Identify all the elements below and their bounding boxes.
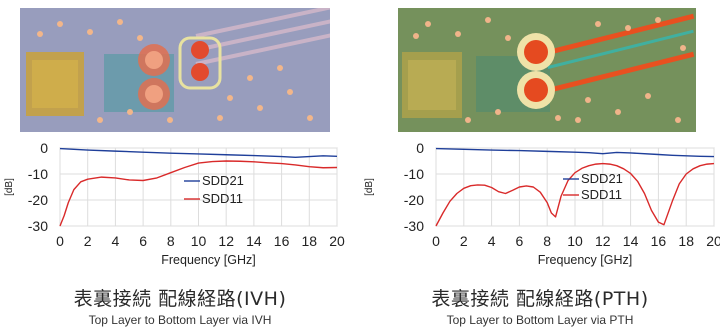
x-tick-label: 18 <box>302 233 318 249</box>
pcb-via-bottom <box>524 78 548 102</box>
pcb-via-top <box>524 40 548 64</box>
pcb-via-ring-1 <box>145 51 163 69</box>
panel-ivh: 0 -10 -20 -30 0 2 4 6 8 10 12 14 16 18 20 [dB] Frequency… <box>4 8 345 327</box>
x-tick-label: 10 <box>567 233 583 249</box>
y-axis-label: [dB] <box>4 178 15 196</box>
x-tick-label: 6 <box>516 233 524 249</box>
x-axis-label: Frequency [GHz] <box>161 253 255 267</box>
panel-title-en: Top Layer to Bottom Layer via IVH <box>88 313 272 327</box>
x-axis-label: Frequency [GHz] <box>538 253 632 267</box>
series-line-sdd11 <box>435 162 715 227</box>
x-tick-label: 16 <box>274 233 290 249</box>
pcb-dots <box>413 17 686 123</box>
pcb-trace-3 <box>195 32 330 66</box>
legend-label-sdd21: SDD21 <box>202 173 244 188</box>
series-line-sdd21 <box>59 147 338 159</box>
pcb-via-frame <box>178 36 222 90</box>
y-tick-label: -30 <box>404 218 424 234</box>
x-tick-label: 12 <box>595 233 611 249</box>
y-tick-label: 0 <box>40 140 48 156</box>
x-tick-label: 12 <box>218 233 234 249</box>
series-line-sdd21 <box>435 147 715 158</box>
pcb-via-ring-2 <box>145 85 163 103</box>
panel-title-en: Top Layer to Bottom Layer via PTH <box>446 313 634 327</box>
x-tick-label: 2 <box>84 233 92 249</box>
pcb-via-bottom <box>191 63 209 81</box>
pcb-dots <box>37 19 313 123</box>
x-tick-label: 2 <box>460 233 468 249</box>
pcb-via-top <box>191 41 209 59</box>
x-tick-label: 0 <box>432 233 440 249</box>
x-tick-label: 16 <box>651 233 667 249</box>
y-tick-label: 0 <box>416 140 424 156</box>
y-tick-label: -10 <box>404 166 424 182</box>
x-tick-label: 14 <box>246 233 262 249</box>
panel-pth: 0 -10 -20 -30 0 2 4 6 8 10 12 14 16 18 20 [dB] Frequency… <box>360 0 720 332</box>
pcb-pad-block-inner <box>32 60 78 108</box>
y-tick-label: -30 <box>28 218 48 234</box>
panel-title-jp: 表裏接続 配線経路(PTH) <box>431 288 649 310</box>
x-tick-label: 4 <box>112 233 120 249</box>
chart-pth: 0 -10 -20 -30 0 2 4 6 8 10 12 14 16 18 20 [dB] Frequency… <box>364 140 720 267</box>
y-axis-label: [dB] <box>364 178 375 196</box>
x-tick-label: 10 <box>191 233 207 249</box>
pcb-image-pth <box>398 8 696 132</box>
y-tick-label: -10 <box>28 166 48 182</box>
legend-label-sdd21: SDD21 <box>581 171 623 186</box>
x-tick-label: 20 <box>329 233 345 249</box>
pcb-image-ivh <box>20 8 330 132</box>
pcb-trace-1 <box>547 13 695 55</box>
x-tick-label: 8 <box>543 233 551 249</box>
series-line-sdd11 <box>59 160 338 227</box>
pcb-trace-2 <box>547 51 695 93</box>
x-tick-label: 6 <box>139 233 147 249</box>
x-tick-label: 0 <box>56 233 64 249</box>
x-tick-label: 14 <box>623 233 639 249</box>
pcb-pad-block-inner <box>408 60 456 110</box>
x-tick-label: 20 <box>706 233 720 249</box>
pcb-trace-2 <box>195 18 330 52</box>
chart-ivh: 0 -10 -20 -30 0 2 4 6 8 10 12 14 16 18 20 [dB] Frequency… <box>4 140 345 267</box>
x-tick-label: 8 <box>167 233 175 249</box>
legend-label-sdd11: SDD11 <box>581 187 622 202</box>
pcb-trace-teal <box>547 29 694 69</box>
panel-title-jp: 表裏接続 配線経路(IVH) <box>73 288 287 310</box>
x-tick-label: 18 <box>678 233 694 249</box>
pcb-trace-1 <box>195 8 330 38</box>
x-tick-label: 4 <box>488 233 496 249</box>
y-tick-label: -20 <box>404 192 424 208</box>
y-tick-label: -20 <box>28 192 48 208</box>
legend-label-sdd11: SDD11 <box>202 191 243 206</box>
